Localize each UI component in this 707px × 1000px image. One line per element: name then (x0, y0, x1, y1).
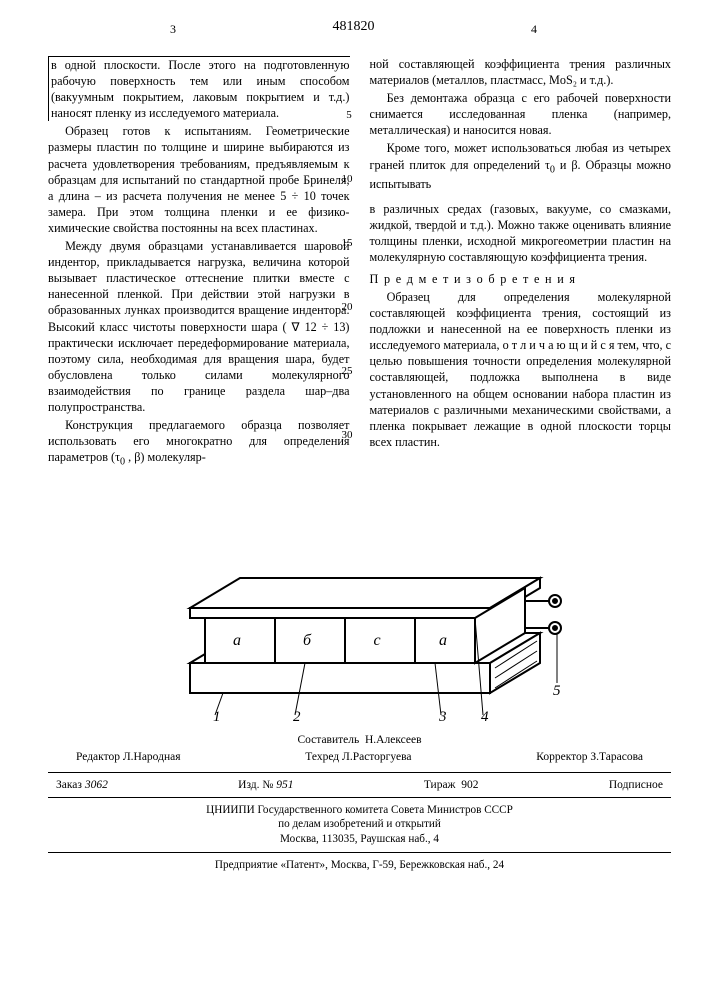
tech-name: Л.Расторгуева (342, 751, 411, 763)
zakaz-value: 3062 (85, 779, 108, 791)
body-text: Кроме того, может использоваться любая и… (370, 140, 672, 192)
compiler-name: Н.Алексеев (365, 734, 422, 746)
figure-label-b: б (302, 632, 311, 649)
figure-label-c: с (373, 632, 380, 649)
figure-callout: 5 (553, 683, 561, 699)
corrector-name: З.Тарасова (590, 751, 643, 763)
left-column: в одной плоскости. После этого на подгот… (48, 56, 350, 471)
publisher-line: Москва, 113035, Раушская наб., 4 (48, 832, 671, 847)
izd-value: 951 (276, 779, 293, 791)
tirazh-value: 902 (461, 779, 478, 791)
zakaz-label: Заказ (56, 779, 82, 791)
line-number: 10 (338, 172, 356, 187)
page-number-right: 4 (531, 22, 537, 38)
line-number: 30 (338, 428, 356, 443)
body-text: Между двумя образцами устанавливается ша… (48, 238, 350, 415)
figure-callout: 2 (293, 709, 301, 723)
publisher-line: ЦНИИПИ Государственного комитета Совета … (48, 803, 671, 818)
figure-callout: 3 (438, 709, 447, 723)
claim-heading: П р е д м е т и з о б р е т е н и я (370, 271, 672, 287)
figure-callout: 4 (481, 709, 489, 723)
body-text: Без демонтажа образца с его рабочей пове… (370, 90, 672, 138)
tech-label: Техред (305, 751, 339, 763)
tirazh-label: Тираж (424, 779, 456, 791)
patent-number: 481820 (0, 18, 707, 36)
subscription: Подписное (609, 778, 663, 793)
body-text: Образец готов к испытаниям. Геометрическ… (48, 123, 350, 236)
corrector-label: Корректор (536, 751, 587, 763)
figure: а б с а 1 2 3 4 5 (48, 483, 671, 723)
body-text: в различных средах (газовых, вакууме, со… (370, 201, 672, 265)
line-number: 20 (338, 300, 356, 315)
body-text: в одной плоскости. После этого на подгот… (48, 56, 350, 121)
izd-label: Изд. № (238, 779, 273, 791)
line-number: 5 (340, 108, 358, 123)
right-column: ной составляющей коэффициента трения раз… (370, 56, 672, 471)
line-number: 25 (338, 364, 356, 379)
compiler-label: Составитель (297, 734, 359, 746)
colophon: Составитель Н.Алексеев Редактор Л.Народн… (48, 733, 671, 873)
editor-label: Редактор (76, 751, 120, 763)
editor-name: Л.Народная (123, 751, 181, 763)
figure-label-a: а (233, 632, 241, 649)
figure-callout: 1 (213, 709, 221, 723)
claim-text: Образец для определения молекулярной сос… (370, 289, 672, 450)
figure-label-d: а (439, 632, 447, 649)
publisher-line: по делам изобретений и открытий (48, 817, 671, 832)
body-text: Конструкция предлагаемого образца позвол… (48, 417, 350, 469)
printer-line: Предприятие «Патент», Москва, Г-59, Бере… (48, 858, 671, 873)
body-text: ной составляющей коэффициента трения раз… (370, 56, 672, 88)
line-number: 15 (338, 236, 356, 251)
